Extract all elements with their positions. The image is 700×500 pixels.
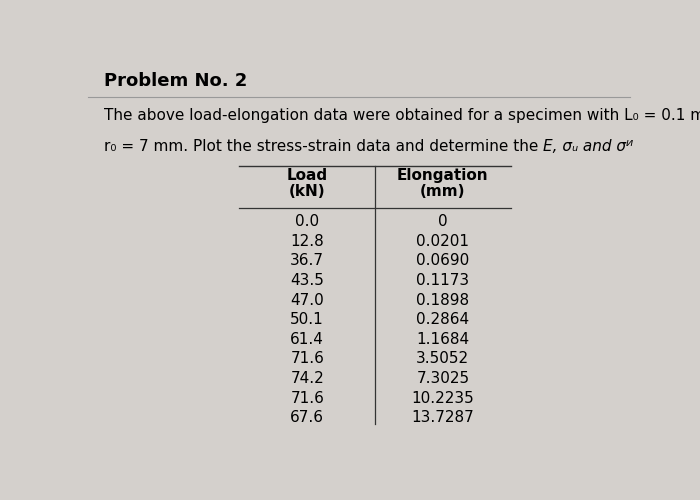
Text: 50.1: 50.1 (290, 312, 324, 327)
Text: 36.7: 36.7 (290, 254, 324, 268)
Text: 61.4: 61.4 (290, 332, 324, 347)
Text: 47.0: 47.0 (290, 292, 324, 308)
Text: The above load-elongation data were obtained for a specimen with L₀ = 0.1 m and: The above load-elongation data were obta… (104, 108, 700, 123)
Text: 0.2864: 0.2864 (416, 312, 470, 327)
Text: and σᴻ: and σᴻ (578, 139, 634, 154)
Text: (mm): (mm) (420, 184, 466, 200)
Text: Problem No. 2: Problem No. 2 (104, 72, 247, 90)
Text: 0.1173: 0.1173 (416, 273, 470, 288)
Text: 1.1684: 1.1684 (416, 332, 470, 347)
Text: 0: 0 (438, 214, 448, 229)
Text: r₀ = 7 mm. Plot the stress-strain data and determine the: r₀ = 7 mm. Plot the stress-strain data a… (104, 139, 543, 154)
Text: 0.0201: 0.0201 (416, 234, 469, 248)
Text: (kN): (kN) (289, 184, 326, 200)
Text: 0.0: 0.0 (295, 214, 319, 229)
Text: 71.6: 71.6 (290, 352, 324, 366)
Text: 0.1898: 0.1898 (416, 292, 470, 308)
Text: Elongation: Elongation (397, 168, 489, 183)
Text: Load: Load (287, 168, 328, 183)
Text: 74.2: 74.2 (290, 371, 324, 386)
Text: 10.2235: 10.2235 (412, 390, 474, 406)
Text: 12.8: 12.8 (290, 234, 324, 248)
Text: 43.5: 43.5 (290, 273, 324, 288)
Text: 3.5052: 3.5052 (416, 352, 470, 366)
Text: 7.3025: 7.3025 (416, 371, 470, 386)
Text: 0.0690: 0.0690 (416, 254, 470, 268)
Text: E, σᵤ: E, σᵤ (543, 139, 578, 154)
Text: 67.6: 67.6 (290, 410, 324, 426)
Text: 71.6: 71.6 (290, 390, 324, 406)
Text: 13.7287: 13.7287 (412, 410, 474, 426)
